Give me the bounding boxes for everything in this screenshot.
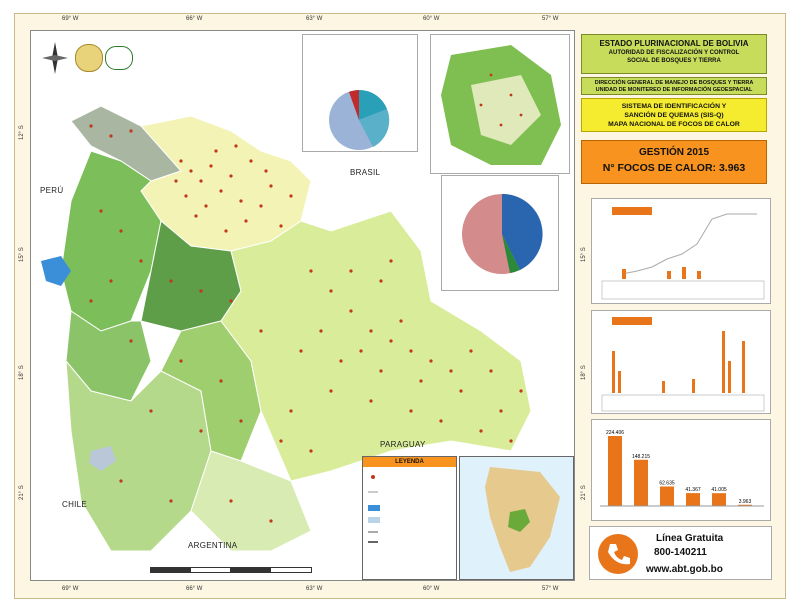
phone-icon <box>598 534 638 574</box>
pie-chart-2 <box>441 175 559 291</box>
free-line-label: Línea Gratuita <box>656 533 724 544</box>
coord-right-2: 18° S <box>581 365 587 380</box>
bolivia-map-svg <box>41 105 532 552</box>
lake-titicaca <box>41 256 71 286</box>
phone-number[interactable]: 800-140211 <box>654 547 707 558</box>
year-bar-label: 41.005 <box>711 487 727 493</box>
gestion-year: GESTIÓN 2015 <box>638 147 710 158</box>
direction-line-2: UNIDAD DE MONITEREO DE INFORMACIÓN GEOES… <box>595 87 753 93</box>
legend-swatches <box>368 475 380 543</box>
legend-panel: LEYENDA <box>362 456 457 580</box>
system-line-3: MAPA NACIONAL DE FOCOS DE CALOR <box>608 121 740 128</box>
system-panel: SISTEMA DE IDENTIFICACIÓN Y SANCIÓN DE Q… <box>581 98 767 132</box>
year-bar-label: 62.635 <box>659 480 675 486</box>
coord-bottom-3: 63° W <box>306 586 323 592</box>
abt-logo-icon <box>105 46 133 70</box>
forest-cover-mini-map <box>430 34 570 174</box>
country-peru: PERÚ <box>40 186 64 195</box>
gestion-panel: GESTIÓN 2015 N° FOCOS DE CALOR: 3.963 <box>581 140 767 184</box>
country-chile: CHILE <box>62 500 88 509</box>
coord-bottom-5: 57° W <box>542 586 559 592</box>
coord-top-5: 57° W <box>542 16 559 22</box>
region-santa-cruz <box>220 210 532 482</box>
year-bar-label: 3.963 <box>739 499 752 505</box>
country-brasil: BRASIL <box>350 168 381 177</box>
coord-bottom-1: 69° W <box>62 586 79 592</box>
hotspot-markers <box>89 124 523 523</box>
bar-chart-departments <box>591 310 771 414</box>
bar-chart-years-svg: 224.406 148.215 62.635 41.367 41.005 3.963 <box>600 430 764 507</box>
year-bar <box>738 504 752 506</box>
title-line-1: ESTADO PLURINACIONAL DE BOLIVIA <box>599 39 749 48</box>
pie-chart-1 <box>302 34 418 152</box>
legend-title: LEYENDA <box>363 457 456 467</box>
scale-bar <box>150 567 350 575</box>
hotspot-count: N° FOCOS DE CALOR: 3.963 <box>602 162 746 174</box>
year-bar <box>634 459 648 506</box>
coord-bottom-2: 66° W <box>186 586 203 592</box>
country-argentina: ARGENTINA <box>188 541 238 550</box>
country-paraguay: PARAGUAY <box>380 440 426 449</box>
year-bar <box>712 493 726 506</box>
coord-bottom-4: 60° W <box>423 586 440 592</box>
year-bar-label: 224.406 <box>606 430 624 436</box>
south-america-inset <box>459 456 574 580</box>
coord-top-4: 60° W <box>423 16 440 22</box>
system-line-1: SISTEMA DE IDENTIFICACIÓN Y <box>621 103 727 110</box>
coord-right-3: 21° S <box>581 485 587 500</box>
year-bar <box>686 493 700 506</box>
coord-left-2: 15° S <box>19 247 25 262</box>
year-bar-label: 41.367 <box>685 487 701 493</box>
bolivia-coat-of-arms-icon <box>75 44 103 72</box>
year-bar-label: 148.215 <box>632 454 650 460</box>
contact-panel: Línea Gratuita 800-140211 www.abt.gob.bo <box>589 526 772 580</box>
coord-left-3: 18° S <box>19 365 25 380</box>
coord-top-2: 66° W <box>186 16 203 22</box>
coord-right-1: 15° S <box>581 247 587 262</box>
website-link[interactable]: www.abt.gob.bo <box>646 564 723 575</box>
direction-panel: DIRECCIÓN GENERAL DE MANEJO DE BOSQUES Y… <box>581 77 767 95</box>
title-line-3: SOCIAL DE BOSQUES Y TIERRA <box>627 58 721 64</box>
region-potosi <box>65 359 212 552</box>
system-line-2: SANCIÓN DE QUEMAS (SIS-Q) <box>624 112 724 119</box>
year-bar <box>608 436 622 506</box>
title-panel: ESTADO PLURINACIONAL DE BOLIVIA AUTORIDA… <box>581 34 767 74</box>
salar <box>89 446 116 471</box>
line-chart-monthly <box>591 198 771 304</box>
coord-left-4: 21° S <box>19 485 25 500</box>
direction-line-1: DIRECCIÓN GENERAL DE MANEJO DE BOSQUES Y… <box>594 80 754 86</box>
title-line-2: AUTORIDAD DE FISCALIZACIÓN Y CONTROL <box>608 50 740 56</box>
coord-top-1: 69° W <box>62 16 79 22</box>
coord-left-1: 12° S <box>19 125 25 140</box>
compass-rose-icon <box>42 42 68 74</box>
bar-chart-years: 224.406 148.215 62.635 41.367 41.005 3.963 <box>591 419 771 521</box>
year-bar <box>660 486 674 506</box>
region-tarija <box>190 450 312 552</box>
coord-top-3: 63° W <box>306 16 323 22</box>
